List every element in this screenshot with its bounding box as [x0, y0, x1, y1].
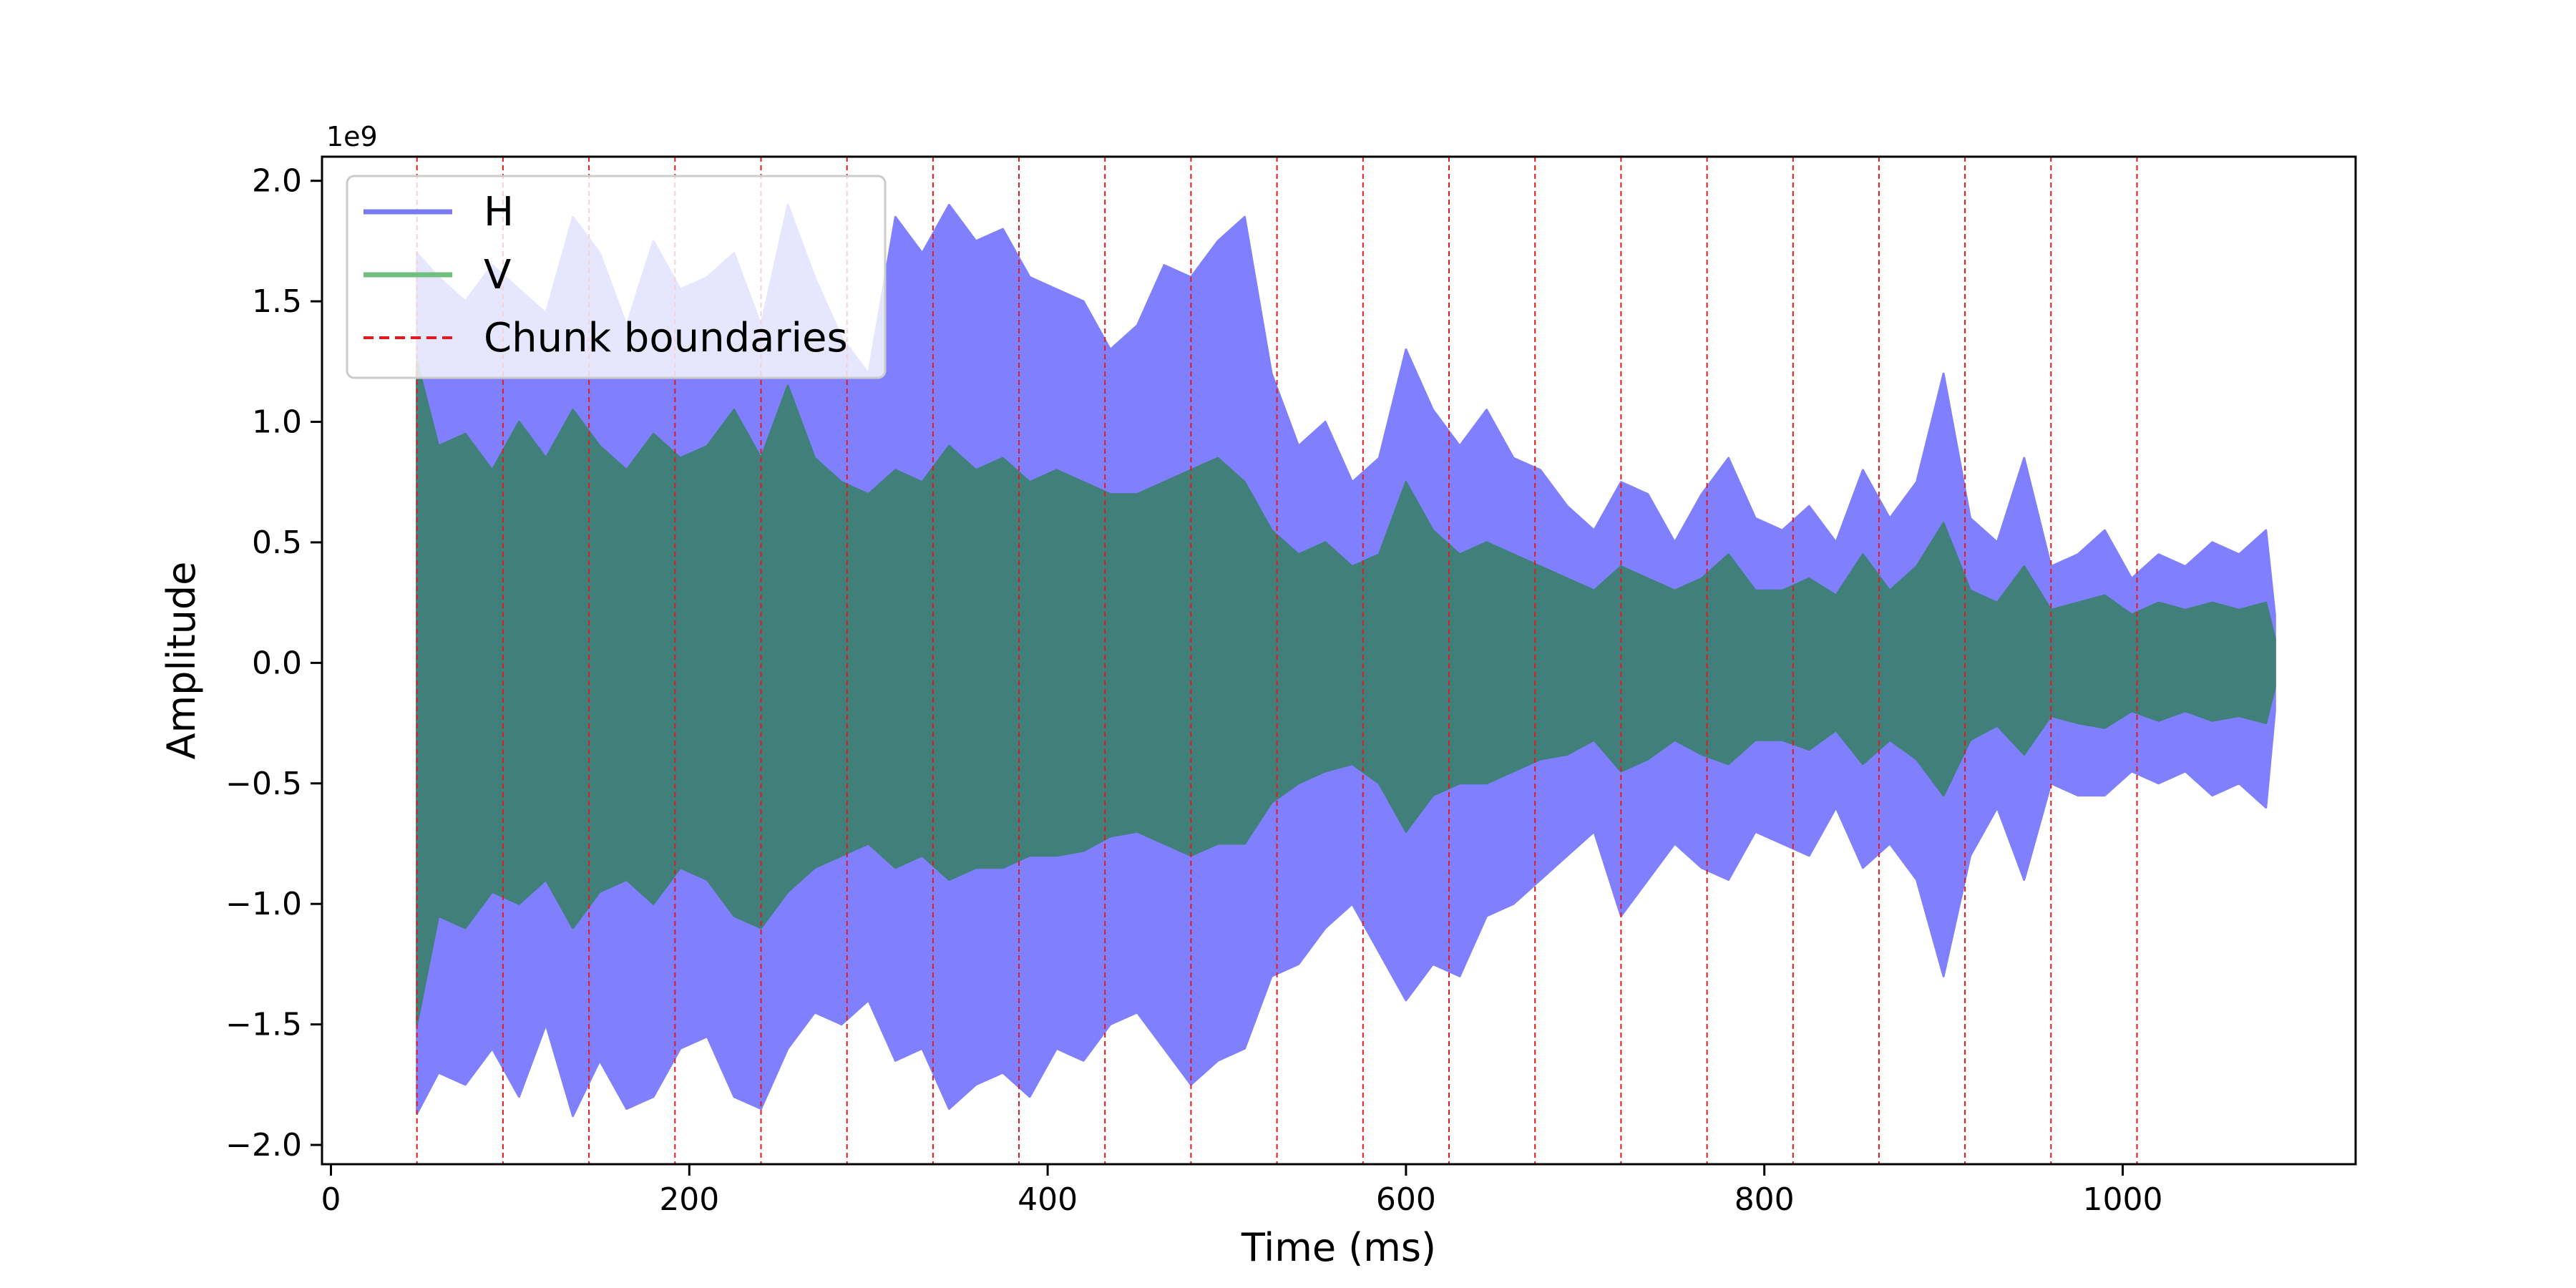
y-offset-label: 1e9: [326, 121, 378, 152]
legend-label-v: V: [484, 252, 511, 298]
x-axis-ticks: 0 200 400 600 800 1000: [321, 1164, 2162, 1218]
plot-area: [416, 157, 2276, 1164]
y-tick-label: 0.0: [252, 645, 302, 681]
legend-box: [346, 175, 887, 379]
x-tick-label: 400: [1018, 1181, 1078, 1218]
legend-label-chunk-boundaries: Chunk boundaries: [484, 315, 848, 361]
y-axis-label: Amplitude: [159, 562, 204, 760]
x-tick-label: 1000: [2082, 1181, 2162, 1218]
y-tick-label: −0.5: [225, 766, 302, 802]
series-layer: [416, 203, 2276, 1118]
x-tick-label: 800: [1735, 1181, 1795, 1218]
y-tick-label: −1.0: [225, 886, 302, 922]
axes-frame: [321, 155, 2357, 1166]
y-tick-label: 1.0: [252, 404, 302, 441]
y-axis-ticks: 2.0 1.5 1.0 0.5 0.0 −0.5 −1.0 −1.5 −2.0: [225, 163, 322, 1163]
y-tick-label: −1.5: [225, 1007, 302, 1043]
x-tick-label: 200: [659, 1181, 719, 1218]
x-axis-label: Time (ms): [1241, 1225, 1436, 1270]
y-tick-label: 1.5: [252, 283, 302, 320]
legend-label-h: H: [484, 189, 514, 235]
x-tick-label: 600: [1376, 1181, 1436, 1218]
y-tick-label: 0.5: [252, 525, 302, 561]
x-tick-label: 0: [321, 1181, 341, 1218]
legend: H V Chunk boundaries: [346, 175, 887, 379]
y-tick-label: 2.0: [252, 163, 302, 200]
y-tick-label: −2.0: [225, 1127, 302, 1163]
series-v-envelope: [416, 360, 2276, 1026]
